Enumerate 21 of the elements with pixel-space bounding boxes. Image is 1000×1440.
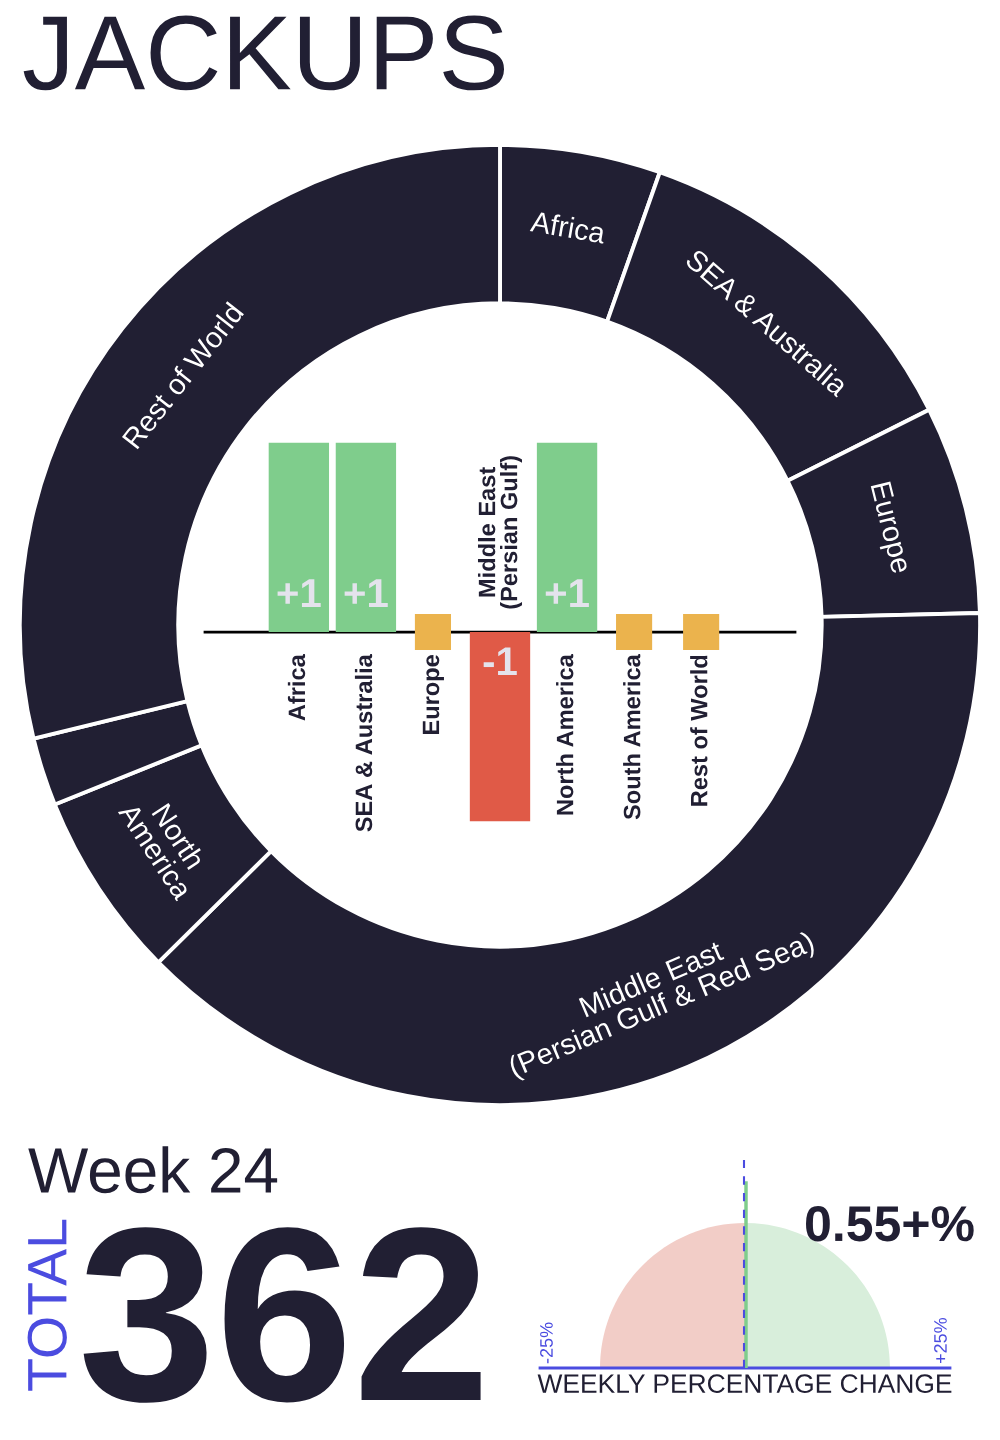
slice-label: Africa: [529, 210, 607, 244]
x-tick-label: North America: [556, 654, 574, 815]
x-tick-label: Africa: [287, 654, 306, 721]
chart-title: JACKUPS: [23, 15, 505, 91]
data-label: +1: [344, 579, 388, 607]
text: 0.55+%: [806, 1206, 974, 1242]
x-tick-label: SEA & Australia: [354, 654, 373, 832]
text: +25%: [934, 1317, 947, 1364]
text: WEEKLY PERCENTAGE CHANGE: [537, 1374, 952, 1393]
text: Week 24: [28, 1146, 278, 1194]
text: 362: [83, 1227, 481, 1403]
x-tick-label: Rest of World: [690, 655, 708, 806]
x-tick-label: Middle East (Persian Gulf): [477, 456, 523, 609]
text: TOTAL: [27, 1219, 67, 1391]
data-label: +1: [545, 579, 589, 607]
data-label: +1: [277, 579, 321, 607]
x-tick-label: Europe: [422, 655, 444, 734]
x-tick-label: South America: [623, 654, 641, 820]
text: -25%: [540, 1322, 553, 1364]
data-label: -1: [483, 647, 517, 676]
slice-label: Europe: [864, 481, 913, 576]
